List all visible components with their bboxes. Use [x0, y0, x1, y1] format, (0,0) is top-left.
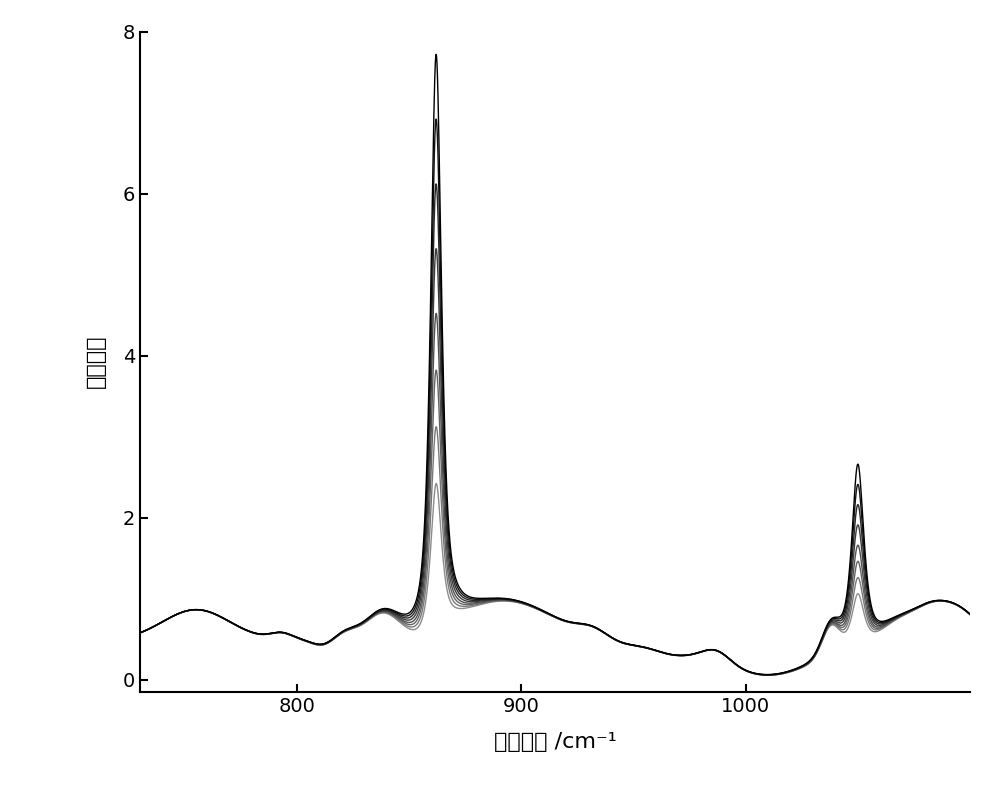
X-axis label: 拉曼位移 /cm⁻¹: 拉曼位移 /cm⁻¹: [494, 732, 616, 752]
Y-axis label: 相对强度: 相对强度: [86, 335, 106, 389]
